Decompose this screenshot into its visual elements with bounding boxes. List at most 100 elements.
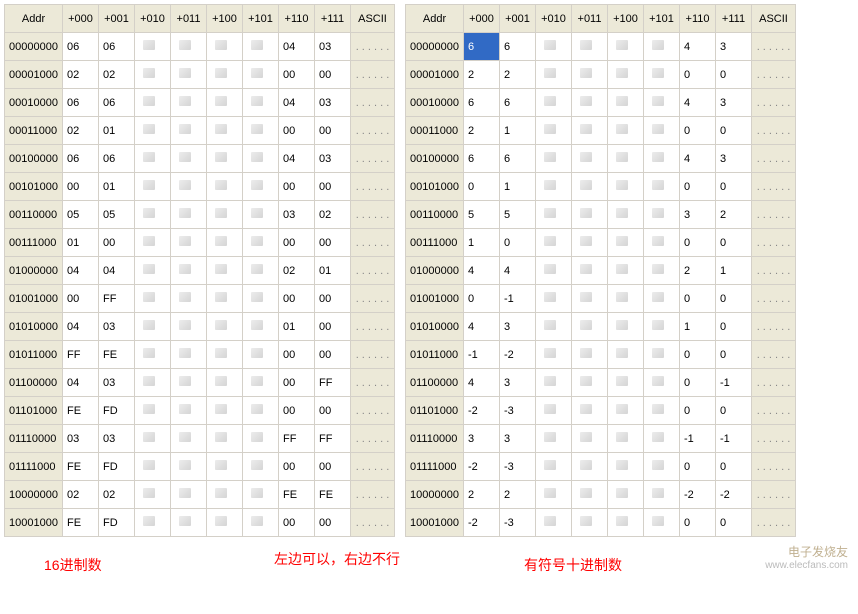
addr-cell[interactable]: 10001000 bbox=[5, 509, 63, 537]
addr-cell[interactable]: 01010000 bbox=[406, 313, 464, 341]
data-cell[interactable]: 6 bbox=[464, 145, 500, 173]
data-cell[interactable] bbox=[608, 285, 644, 313]
data-cell[interactable]: 00 bbox=[315, 61, 351, 89]
col-header-offset[interactable]: +010 bbox=[135, 5, 171, 33]
data-cell[interactable] bbox=[243, 313, 279, 341]
data-cell[interactable] bbox=[135, 481, 171, 509]
data-cell[interactable]: 04 bbox=[63, 257, 99, 285]
data-cell[interactable]: 4 bbox=[680, 89, 716, 117]
data-cell[interactable] bbox=[572, 341, 608, 369]
data-cell[interactable] bbox=[171, 369, 207, 397]
data-cell[interactable] bbox=[207, 285, 243, 313]
data-cell[interactable] bbox=[207, 341, 243, 369]
data-cell[interactable] bbox=[572, 285, 608, 313]
data-cell[interactable] bbox=[171, 33, 207, 61]
data-cell[interactable]: 00 bbox=[315, 397, 351, 425]
col-header-offset[interactable]: +000 bbox=[464, 5, 500, 33]
data-cell[interactable]: 00 bbox=[315, 285, 351, 313]
data-cell[interactable] bbox=[536, 397, 572, 425]
data-cell[interactable] bbox=[572, 117, 608, 145]
ascii-cell[interactable]: . . . . . . bbox=[351, 257, 395, 285]
data-cell[interactable]: FD bbox=[99, 509, 135, 537]
data-cell[interactable]: 01 bbox=[279, 313, 315, 341]
data-cell[interactable]: 03 bbox=[315, 89, 351, 117]
data-cell[interactable] bbox=[243, 201, 279, 229]
data-cell[interactable] bbox=[171, 61, 207, 89]
data-cell[interactable]: FE bbox=[99, 341, 135, 369]
ascii-cell[interactable]: . . . . . . bbox=[351, 313, 395, 341]
data-cell[interactable] bbox=[243, 145, 279, 173]
data-cell[interactable]: 04 bbox=[99, 257, 135, 285]
col-header-offset[interactable]: +000 bbox=[63, 5, 99, 33]
ascii-cell[interactable]: . . . . . . bbox=[752, 229, 796, 257]
addr-cell[interactable]: 10001000 bbox=[406, 509, 464, 537]
data-cell[interactable] bbox=[135, 453, 171, 481]
data-cell[interactable]: 01 bbox=[99, 117, 135, 145]
data-cell[interactable] bbox=[135, 201, 171, 229]
ascii-cell[interactable]: . . . . . . bbox=[351, 425, 395, 453]
data-cell[interactable] bbox=[644, 61, 680, 89]
addr-cell[interactable]: 01100000 bbox=[406, 369, 464, 397]
data-cell[interactable] bbox=[171, 201, 207, 229]
addr-cell[interactable]: 00001000 bbox=[406, 61, 464, 89]
addr-cell[interactable]: 00100000 bbox=[5, 145, 63, 173]
data-cell[interactable] bbox=[171, 89, 207, 117]
data-cell[interactable]: 04 bbox=[279, 145, 315, 173]
addr-cell[interactable]: 00101000 bbox=[406, 173, 464, 201]
data-cell[interactable]: 2 bbox=[464, 481, 500, 509]
data-cell[interactable]: 0 bbox=[716, 61, 752, 89]
data-cell[interactable]: 06 bbox=[63, 89, 99, 117]
data-cell[interactable]: 3 bbox=[500, 313, 536, 341]
data-cell[interactable] bbox=[608, 341, 644, 369]
hex-table-right[interactable]: Addr+000+001+010+011+100+101+110+111ASCI… bbox=[405, 4, 796, 537]
data-cell[interactable] bbox=[644, 285, 680, 313]
data-cell[interactable] bbox=[243, 285, 279, 313]
data-cell[interactable]: 00 bbox=[315, 229, 351, 257]
data-cell[interactable]: 0 bbox=[716, 117, 752, 145]
ascii-cell[interactable]: . . . . . . bbox=[351, 453, 395, 481]
data-cell[interactable] bbox=[644, 257, 680, 285]
addr-cell[interactable]: 01000000 bbox=[5, 257, 63, 285]
data-cell[interactable]: FF bbox=[63, 341, 99, 369]
data-cell[interactable] bbox=[207, 117, 243, 145]
data-cell[interactable] bbox=[171, 509, 207, 537]
data-cell[interactable]: 04 bbox=[279, 89, 315, 117]
addr-cell[interactable]: 00110000 bbox=[5, 201, 63, 229]
data-cell[interactable] bbox=[608, 173, 644, 201]
data-cell[interactable] bbox=[608, 61, 644, 89]
data-cell[interactable]: 6 bbox=[464, 89, 500, 117]
data-cell[interactable] bbox=[135, 397, 171, 425]
data-cell[interactable]: -2 bbox=[464, 453, 500, 481]
data-cell[interactable] bbox=[171, 397, 207, 425]
data-cell[interactable] bbox=[608, 397, 644, 425]
data-cell[interactable] bbox=[644, 173, 680, 201]
addr-cell[interactable]: 01110000 bbox=[5, 425, 63, 453]
addr-cell[interactable]: 00101000 bbox=[5, 173, 63, 201]
data-cell[interactable]: FF bbox=[99, 285, 135, 313]
data-cell[interactable] bbox=[243, 425, 279, 453]
data-cell[interactable]: 05 bbox=[63, 201, 99, 229]
data-cell[interactable]: 03 bbox=[99, 425, 135, 453]
data-cell[interactable] bbox=[243, 341, 279, 369]
data-cell[interactable]: 00 bbox=[63, 173, 99, 201]
ascii-cell[interactable]: . . . . . . bbox=[351, 341, 395, 369]
data-cell[interactable] bbox=[608, 89, 644, 117]
data-cell[interactable]: 3 bbox=[500, 425, 536, 453]
data-cell[interactable]: 6 bbox=[500, 89, 536, 117]
data-cell[interactable] bbox=[207, 509, 243, 537]
data-cell[interactable]: -1 bbox=[716, 425, 752, 453]
col-header-offset[interactable]: +111 bbox=[315, 5, 351, 33]
data-cell[interactable]: FE bbox=[63, 453, 99, 481]
data-cell[interactable]: 3 bbox=[464, 425, 500, 453]
data-cell[interactable] bbox=[171, 117, 207, 145]
addr-cell[interactable]: 01001000 bbox=[406, 285, 464, 313]
data-cell[interactable] bbox=[243, 369, 279, 397]
data-cell[interactable]: FD bbox=[99, 453, 135, 481]
data-cell[interactable] bbox=[644, 481, 680, 509]
ascii-cell[interactable]: . . . . . . bbox=[752, 481, 796, 509]
data-cell[interactable] bbox=[243, 33, 279, 61]
data-cell[interactable]: FE bbox=[63, 397, 99, 425]
col-header-ascii[interactable]: ASCII bbox=[351, 5, 395, 33]
ascii-cell[interactable]: . . . . . . bbox=[351, 201, 395, 229]
data-cell[interactable]: 2 bbox=[500, 61, 536, 89]
